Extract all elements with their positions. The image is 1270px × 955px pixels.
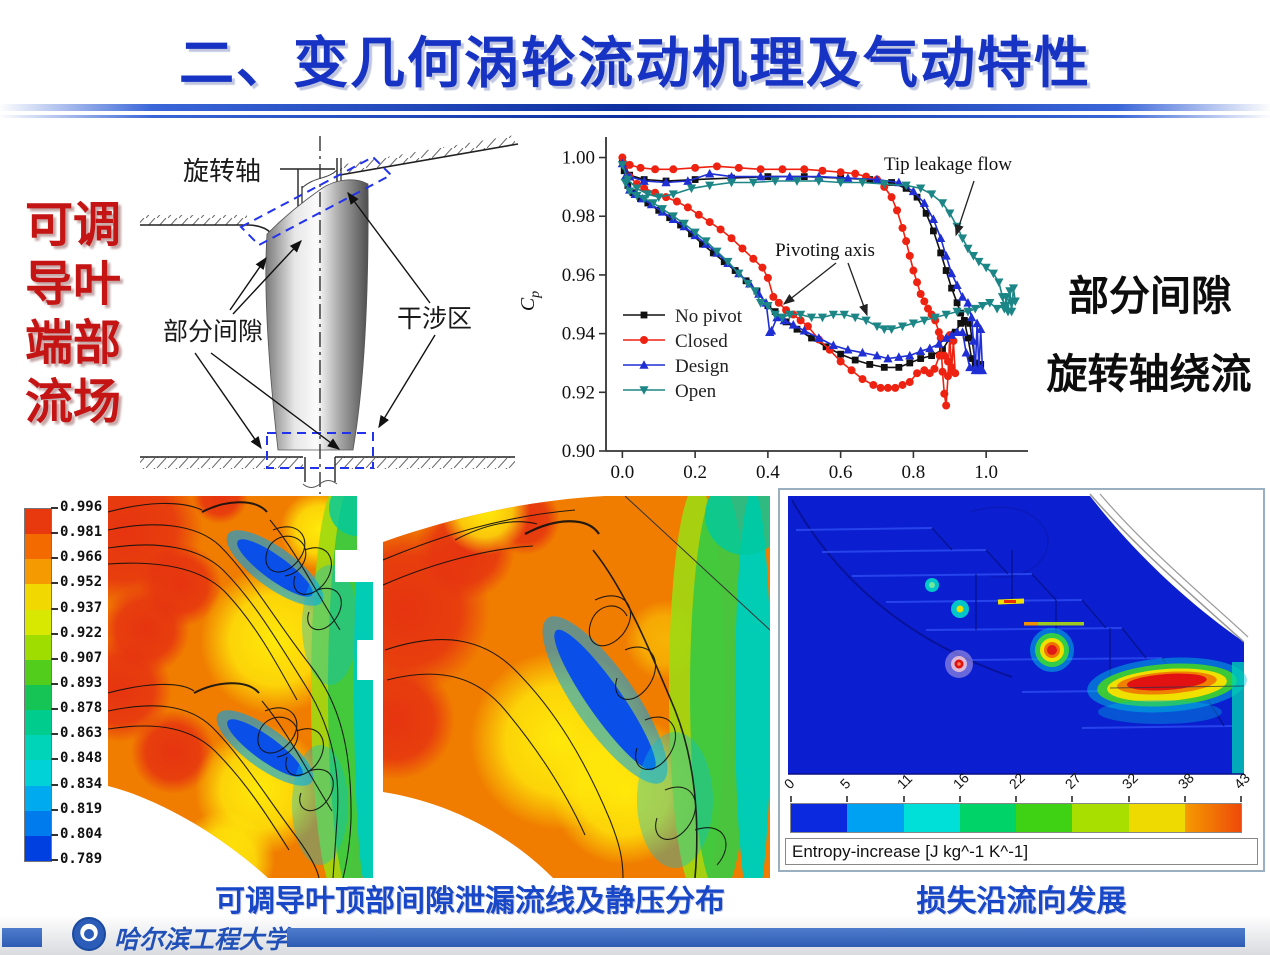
pressure-colorbar-tick [51, 557, 58, 560]
pressure-colorbar-value: 0.834 [60, 775, 103, 792]
university-name: 哈尔滨工程大学 [114, 925, 290, 954]
pressure-colorbar: 0.996 0.981 0.966 0.952 0.937 0.922 0.907 0.893… [24, 499, 154, 874]
svg-text:0.6: 0.6 [829, 462, 853, 483]
pressure-colorbar-tick [51, 683, 58, 685]
pressure-colorbar-tick [51, 733, 58, 736]
hub-gap-zone-box [266, 432, 374, 469]
pressure-colorbar-value: 0.893 [60, 675, 103, 691]
contour-plot-detail [383, 496, 770, 878]
pressure-colorbar-value: 0.981 [60, 524, 103, 541]
pressure-colorbar-tick [51, 783, 58, 786]
svg-text:0.8: 0.8 [902, 462, 926, 483]
interference-zone-label: 干涉区 [397, 305, 472, 333]
entropy-colorbar-tick [790, 796, 792, 802]
upper-left-wall-hatch [140, 215, 247, 225]
entropy-colorbar-label: Entropy-increase [J kg^-1 K^-1] [785, 838, 1258, 865]
entropy-contour-plot [788, 493, 1249, 775]
pressure-colorbar-value: 0.789 [60, 851, 103, 867]
footer-left-bar [2, 928, 42, 947]
pressure-colorbar-tick [51, 607, 58, 610]
slide-title: 二、变几何涡轮流动机理及气动特性 [178, 32, 1091, 94]
pressure-colorbar-value: 0.966 [60, 549, 103, 566]
lower-wall-hatch [140, 457, 303, 469]
svg-text:Cp: Cp [518, 291, 543, 311]
entropy-colorbar-tick [1240, 796, 1242, 802]
left-heading: 可调 导叶 端部 流场 [8, 196, 138, 432]
note-pivot-flow: 旋转轴绕流 [1046, 351, 1252, 397]
pressure-colorbar-value: 0.819 [60, 800, 103, 817]
pressure-colorbar-tick [51, 758, 58, 761]
pressure-colorbar-value: 0.922 [60, 624, 103, 641]
svg-text:Design: Design [675, 356, 729, 377]
entropy-colorbar-tick [1127, 796, 1130, 802]
pivot-shaft-label: 旋转轴 [183, 157, 261, 186]
tip-gap-zone-box [239, 155, 393, 247]
pressure-colorbar-value: 0.996 [60, 499, 103, 515]
svg-text:0.4: 0.4 [756, 462, 780, 483]
left-heading-line: 流场 [24, 376, 121, 429]
pressure-colorbar-tick [51, 833, 58, 836]
pressure-colorbar-tick [51, 532, 58, 535]
entropy-colorbar-tick [846, 796, 849, 802]
svg-text:0.98: 0.98 [562, 206, 595, 227]
upper-right-wall-hatch [340, 135, 515, 175]
pressure-colorbar-tick [51, 507, 58, 509]
entropy-colorbar-tick [1183, 796, 1186, 802]
pressure-colorbar-value: 0.863 [60, 725, 103, 742]
pressure-colorbar-tick [51, 582, 58, 585]
svg-text:Closed: Closed [675, 331, 728, 352]
title-separator-thick [0, 104, 1270, 111]
pressure-colorbar-tick [51, 859, 58, 861]
vane-blade [265, 179, 369, 451]
streamline-contour-plots [108, 496, 770, 878]
svg-text:0.90: 0.90 [562, 441, 595, 462]
svg-text:Open: Open [675, 381, 717, 402]
svg-text:No pivot: No pivot [675, 306, 743, 327]
footer: 哈尔滨工程大学 [0, 915, 1270, 955]
caption-loss-development: 损失沿流向发展 [916, 885, 1127, 918]
left-heading-line: 导叶 [24, 258, 121, 311]
entropy-contour-figure: 0 5 11 16 22 27 32 38 43 Entropy-increase [J kg^… [778, 488, 1265, 872]
left-heading-line: 可调 [24, 199, 121, 252]
pressure-colorbar-value: 0.848 [60, 750, 103, 767]
entropy-colorbar-tick [1015, 796, 1017, 802]
pressure-colorbar-tick [51, 708, 58, 711]
svg-text:1.00: 1.00 [562, 148, 595, 169]
pressure-colorbar-value: 0.937 [60, 599, 103, 616]
svg-text:0.2: 0.2 [683, 462, 707, 483]
cp-distribution-chart: 0.90 0.92 0.94 0.96 0.98 1.00 0.0 0.2 0.4 0.6 0.8 1… [518, 137, 1028, 483]
university-logo [72, 917, 106, 951]
pressure-colorbar-tick [51, 632, 58, 635]
entropy-colorbar-tick [902, 796, 905, 802]
footer-right-bar [287, 928, 1245, 947]
title-separator-thin [0, 115, 1270, 118]
lower-wall-hatch [335, 457, 515, 469]
pressure-colorbar-value: 0.804 [60, 825, 103, 842]
pressure-colorbar-tick [51, 657, 58, 660]
contour-plot-cascade [108, 496, 373, 878]
svg-text:0.92: 0.92 [562, 382, 595, 403]
pressure-colorbar-value: 0.907 [60, 649, 103, 666]
pressure-colorbar-tick [51, 808, 58, 811]
pressure-colorbar-value: 0.952 [60, 574, 103, 591]
left-heading-line: 端部 [24, 317, 121, 370]
svg-text:0.94: 0.94 [562, 324, 596, 345]
svg-text:1.0: 1.0 [974, 462, 998, 483]
entropy-colorbar-tick [1071, 796, 1074, 802]
entropy-colorbar [790, 803, 1242, 833]
svg-text:0.0: 0.0 [610, 462, 634, 483]
svg-text:Pivoting axis: Pivoting axis [775, 240, 875, 261]
pressure-colorbar-gradient [24, 508, 52, 862]
note-partial-gap: 部分间隙 [1068, 273, 1232, 319]
entropy-colorbar-tick [958, 796, 961, 802]
svg-text:0.96: 0.96 [562, 265, 595, 286]
caption-streamlines: 可调导叶顶部间隙泄漏流线及静压分布 [215, 885, 725, 918]
partial-gap-label: 部分间隙 [163, 318, 263, 346]
pressure-colorbar-value: 0.878 [60, 700, 103, 717]
svg-text:Tip leakage flow: Tip leakage flow [884, 154, 1012, 175]
vane-schematic-diagram: 旋转轴 部分间隙 干涉区 [140, 135, 519, 494]
